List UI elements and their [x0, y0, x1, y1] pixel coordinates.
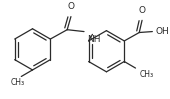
Text: CH₃: CH₃ [11, 78, 25, 87]
Text: O: O [67, 2, 74, 11]
Text: CH₃: CH₃ [139, 70, 153, 79]
Text: O: O [139, 6, 146, 15]
Text: OH: OH [155, 27, 169, 36]
Text: NH: NH [87, 35, 100, 44]
